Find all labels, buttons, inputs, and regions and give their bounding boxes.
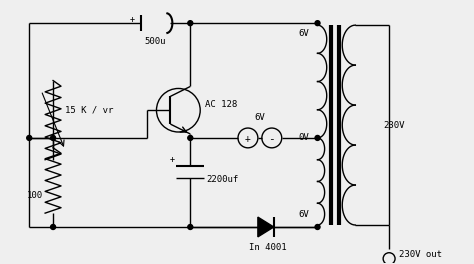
Text: 6V: 6V	[255, 113, 265, 122]
Circle shape	[188, 224, 193, 229]
Circle shape	[51, 224, 55, 229]
Text: 15 K / vr: 15 K / vr	[65, 106, 113, 115]
Text: 230V: 230V	[383, 121, 405, 130]
Text: In 4001: In 4001	[249, 243, 287, 252]
Text: 100: 100	[27, 191, 43, 200]
Circle shape	[315, 135, 320, 140]
Text: 2200uf: 2200uf	[206, 175, 238, 184]
Text: 230V out: 230V out	[399, 250, 442, 259]
Text: 6V: 6V	[299, 29, 310, 38]
Circle shape	[188, 135, 193, 140]
Text: +: +	[169, 155, 174, 164]
Text: 0V: 0V	[299, 133, 310, 143]
Circle shape	[51, 135, 55, 140]
Text: +: +	[129, 15, 135, 24]
Text: +: +	[245, 134, 251, 144]
Circle shape	[315, 21, 320, 26]
Text: AC 128: AC 128	[205, 100, 237, 109]
Circle shape	[188, 21, 193, 26]
Text: -: -	[268, 134, 275, 144]
Polygon shape	[258, 217, 274, 237]
Text: 6V: 6V	[299, 210, 310, 219]
Circle shape	[315, 224, 320, 229]
Text: 500u: 500u	[145, 37, 166, 46]
Circle shape	[27, 135, 32, 140]
